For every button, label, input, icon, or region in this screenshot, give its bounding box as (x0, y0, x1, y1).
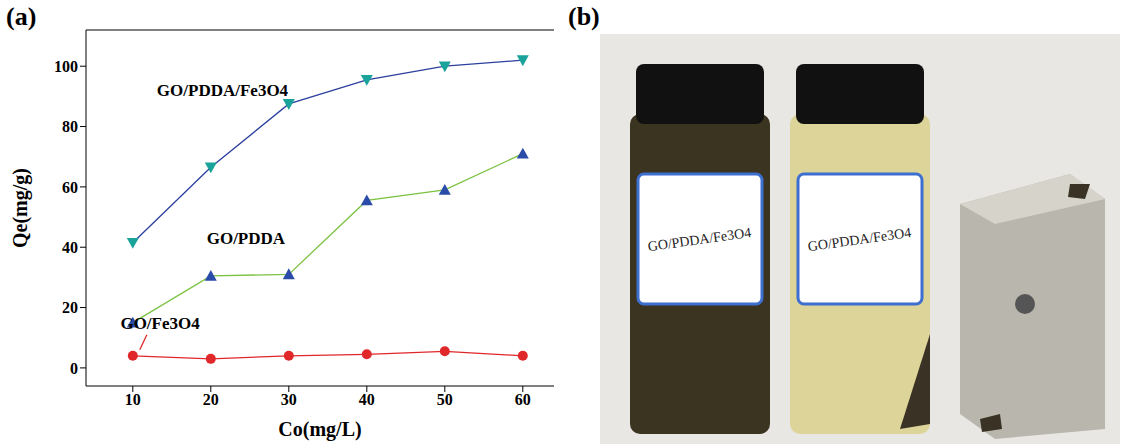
svg-text:20: 20 (62, 299, 78, 316)
svg-text:GO/PDDA: GO/PDDA (207, 229, 286, 248)
svg-text:40: 40 (359, 391, 375, 408)
svg-text:60: 60 (62, 179, 78, 196)
svg-text:100: 100 (54, 58, 78, 75)
svg-text:GO/PDDA/Fe3O4: GO/PDDA/Fe3O4 (807, 225, 912, 254)
svg-text:50: 50 (437, 391, 453, 408)
svg-text:Qe(mg/g): Qe(mg/g) (10, 168, 32, 248)
svg-text:60: 60 (515, 391, 531, 408)
html-text:(b): (b) (568, 2, 600, 31)
svg-text:Co(mg/L): Co(mg/L) (278, 418, 361, 441)
svg-text:20: 20 (203, 391, 219, 408)
svg-text:GO/PDDA/Fe3O4: GO/PDDA/Fe3O4 (157, 81, 289, 100)
svg-text:30: 30 (281, 391, 297, 408)
svg-text:40: 40 (62, 239, 78, 256)
svg-text:80: 80 (62, 118, 78, 135)
html-text:(a): (a) (6, 2, 37, 31)
svg-text:GO/PDDA/Fe3O4: GO/PDDA/Fe3O4 (647, 225, 752, 254)
svg-text:10: 10 (125, 391, 141, 408)
svg-text:0: 0 (70, 360, 78, 377)
svg-text:GO/Fe3O4: GO/Fe3O4 (120, 314, 200, 333)
